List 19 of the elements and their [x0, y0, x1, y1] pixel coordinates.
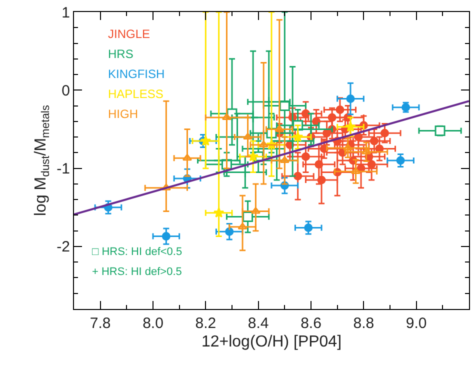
x-tick-label: 8.6 [300, 315, 322, 332]
annotation: □ HRS: HI def<0.5 [92, 246, 182, 258]
x-tick-label: 7.8 [90, 315, 111, 332]
text: HRS [108, 47, 134, 61]
y-tick-label: -1 [56, 160, 70, 178]
y-tick-label: -2 [56, 238, 70, 256]
x-axis-title: 12+log(O/H) [PP04] [201, 334, 342, 351]
x-tick-label: 8.4 [248, 315, 269, 332]
x-tick-label: 8.0 [142, 315, 164, 332]
y-tick-label: 1 [62, 4, 70, 22]
text: KINGFISH [108, 67, 165, 81]
x-tick-label: 8.2 [195, 315, 216, 332]
text: HIGH [108, 107, 138, 121]
text: JINGLE [108, 27, 150, 41]
annotation: + HRS: HI def>0.5 [92, 266, 182, 278]
x-tick-label: 9.0 [406, 315, 427, 332]
text: HAPLESS [108, 87, 164, 101]
x-tick-label: 8.8 [353, 315, 374, 332]
y-tick-label: 0 [62, 82, 70, 100]
